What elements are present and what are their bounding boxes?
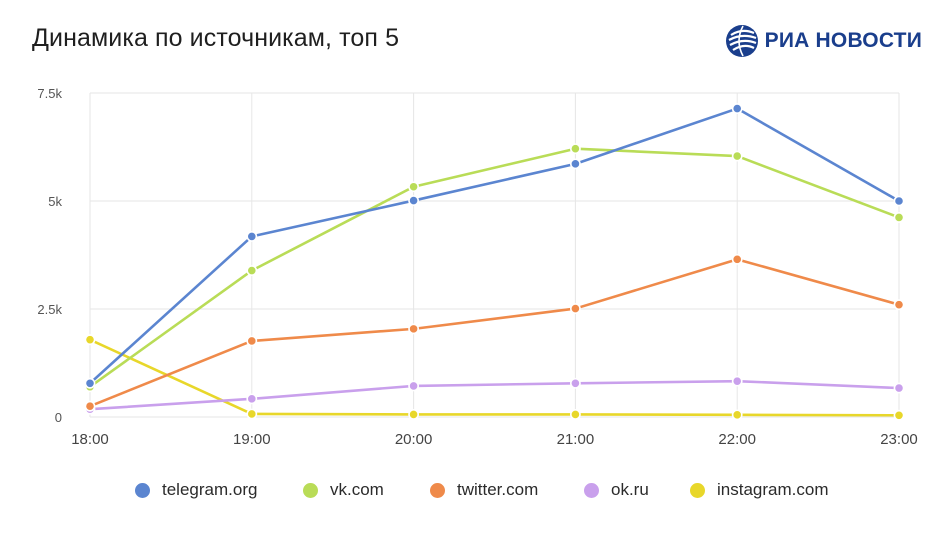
series-line-ok-ru xyxy=(88,379,901,411)
series-lines xyxy=(84,103,905,421)
legend-label: instagram.com xyxy=(717,480,829,499)
data-point-vk-com[interactable] xyxy=(893,212,905,223)
y-tick-label: 2.5k xyxy=(37,302,62,317)
data-point-telegram-org[interactable] xyxy=(84,377,96,389)
data-point-instagram-com[interactable] xyxy=(570,409,581,420)
x-tick-label: 21:00 xyxy=(557,431,595,448)
legend-label: telegram.org xyxy=(162,480,258,499)
series-line-vk-com xyxy=(88,147,901,389)
legend-dot-icon xyxy=(135,482,150,498)
data-point-twitter-com[interactable] xyxy=(408,323,419,335)
data-point-ok-ru[interactable] xyxy=(408,380,419,392)
data-point-ok-ru[interactable] xyxy=(893,382,905,394)
data-point-instagram-com[interactable] xyxy=(408,409,419,420)
data-point-vk-com[interactable] xyxy=(246,265,258,276)
data-point-instagram-com[interactable] xyxy=(246,408,258,420)
x-tick-label: 22:00 xyxy=(718,431,756,448)
logo-text: РИА НОВОСТИ xyxy=(764,29,922,52)
legend-label: vk.com xyxy=(330,480,384,499)
legend-item-twitter-com[interactable]: twitter.com xyxy=(430,480,538,500)
data-point-vk-com[interactable] xyxy=(408,181,419,193)
x-tick-label: 23:00 xyxy=(880,431,918,448)
series-line-twitter-com xyxy=(88,258,901,408)
legend: telegram.org vk.com twitter.com ok.ru instag… xyxy=(0,480,944,506)
y-tick-label: 5k xyxy=(48,194,62,209)
x-tick-label: 18:00 xyxy=(71,431,109,448)
data-point-twitter-com[interactable] xyxy=(570,303,581,314)
chart-title: Динамика по источникам, топ 5 xyxy=(32,24,400,52)
legend-item-instagram-com[interactable]: instagram.com xyxy=(690,480,828,500)
data-point-telegram-org[interactable] xyxy=(246,231,258,242)
data-point-telegram-org[interactable] xyxy=(570,158,581,170)
data-point-vk-com[interactable] xyxy=(731,150,743,162)
data-point-instagram-com[interactable] xyxy=(731,409,743,421)
data-point-instagram-com[interactable] xyxy=(84,334,96,346)
data-point-vk-com[interactable] xyxy=(570,143,581,155)
y-tick-label: 0 xyxy=(55,410,62,425)
grid xyxy=(89,92,900,418)
legend-dot-icon xyxy=(584,482,599,498)
series-line-instagram-com xyxy=(88,338,901,417)
data-point-twitter-com[interactable] xyxy=(893,299,905,311)
legend-item-ok-ru[interactable]: ok.ru xyxy=(584,480,649,500)
data-point-instagram-com[interactable] xyxy=(893,409,905,421)
data-point-telegram-org[interactable] xyxy=(893,195,905,207)
y-tick-label: 7.5k xyxy=(37,86,62,101)
legend-label: ok.ru xyxy=(611,480,649,499)
data-point-telegram-org[interactable] xyxy=(408,195,419,206)
data-point-twitter-com[interactable] xyxy=(246,335,258,347)
axis-labels: 0 2.5k 5k 7.5k 18:00 19:00 20:00 21:00 22:00 23:0… xyxy=(37,86,917,448)
globe-logo-icon xyxy=(725,25,758,57)
line-chart: 0 2.5k 5k 7.5k 18:00 19:00 20:00 21:00 22:00 23:0… xyxy=(37,86,917,448)
data-point-twitter-com[interactable] xyxy=(84,400,96,412)
ria-novosti-logo: РИА НОВОСТИ xyxy=(725,24,922,58)
data-point-telegram-org[interactable] xyxy=(731,103,743,114)
x-tick-label: 19:00 xyxy=(233,431,271,448)
legend-dot-icon xyxy=(690,482,705,498)
legend-label: twitter.com xyxy=(457,480,539,499)
data-point-ok-ru[interactable] xyxy=(246,393,258,405)
series-line-telegram-org xyxy=(88,107,901,385)
legend-dot-icon xyxy=(430,482,445,498)
data-point-ok-ru[interactable] xyxy=(731,375,743,387)
legend-item-vk-com[interactable]: vk.com xyxy=(303,480,384,500)
legend-item-telegram-org[interactable]: telegram.org xyxy=(135,480,257,500)
x-tick-label: 20:00 xyxy=(395,431,433,448)
data-point-ok-ru[interactable] xyxy=(570,377,581,389)
data-point-twitter-com[interactable] xyxy=(731,253,743,265)
legend-dot-icon xyxy=(303,482,318,498)
